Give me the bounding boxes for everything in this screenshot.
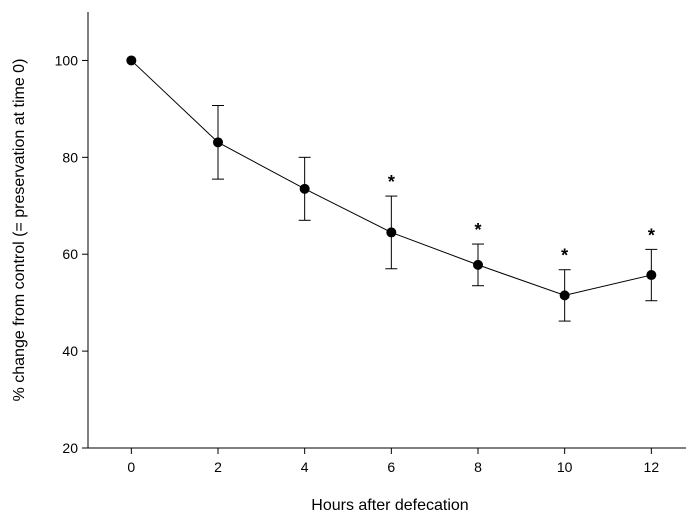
y-tick-label: 80 xyxy=(62,149,78,165)
significance-star: * xyxy=(648,225,655,245)
significance-star: * xyxy=(388,172,395,192)
data-point xyxy=(646,270,657,281)
data-point xyxy=(299,183,310,194)
x-tick-label: 10 xyxy=(557,459,573,475)
data-point xyxy=(473,259,483,270)
y-tick-label: 100 xyxy=(55,52,79,68)
y-tick-label: 20 xyxy=(62,440,78,456)
x-tick-label: 12 xyxy=(644,459,660,475)
x-tick-label: 0 xyxy=(127,459,135,475)
data-point xyxy=(213,137,223,148)
data-point xyxy=(559,290,570,301)
y-tick-label: 40 xyxy=(62,343,78,359)
data-point xyxy=(386,227,397,238)
x-tick-label: 2 xyxy=(214,459,222,475)
significance-star: * xyxy=(474,220,481,240)
significance-star: * xyxy=(561,246,568,266)
y-axis-label: % change from control (= preservation at… xyxy=(11,59,28,402)
x-tick-label: 8 xyxy=(474,459,482,475)
y-tick-label: 60 xyxy=(62,246,78,262)
x-tick-label: 4 xyxy=(301,459,309,475)
data-point xyxy=(126,55,137,66)
x-tick-label: 6 xyxy=(387,459,395,475)
x-axis-label: Hours after defecation xyxy=(311,497,468,514)
